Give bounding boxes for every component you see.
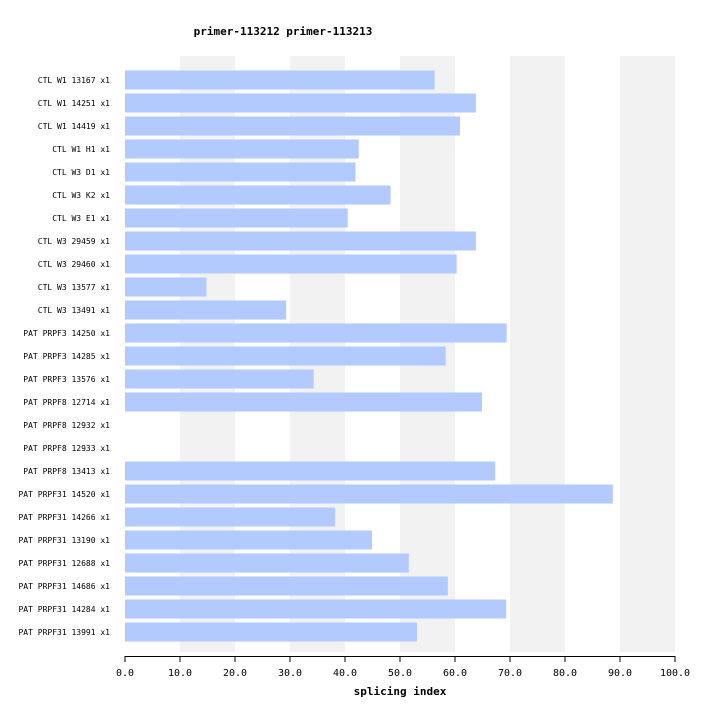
bar xyxy=(125,599,507,619)
bar xyxy=(125,300,287,320)
bar xyxy=(125,622,418,642)
category-labels: CTL W1 13167 x1 CTL W1 14251 x1 CTL W1 144… xyxy=(18,76,110,637)
background-band xyxy=(510,56,565,652)
category-label: PAT PRPF31 12688 x1 xyxy=(18,559,110,568)
bar xyxy=(125,461,496,481)
category-label: CTL W3 E1 x1 xyxy=(52,214,110,223)
category-label: PAT PRPF8 13413 x1 xyxy=(23,467,110,476)
bar xyxy=(125,162,356,182)
bar xyxy=(125,139,359,159)
bar xyxy=(125,346,446,366)
bar xyxy=(125,576,448,596)
bar xyxy=(125,231,476,251)
bar xyxy=(125,553,409,573)
category-label: PAT PRPF31 14284 x1 xyxy=(18,605,110,614)
x-tick-label: 40.0 xyxy=(333,668,357,679)
bar xyxy=(125,116,460,136)
category-label: PAT PRPF31 13991 x1 xyxy=(18,628,110,637)
bar xyxy=(125,208,348,228)
category-label: PAT PRPF31 14520 x1 xyxy=(18,490,110,499)
category-label: CTL W3 29459 x1 xyxy=(38,237,110,246)
category-label: PAT PRPF8 12714 x1 xyxy=(23,398,110,407)
category-label: CTL W3 29460 x1 xyxy=(38,260,110,269)
x-tick-label: 50.0 xyxy=(388,668,412,679)
x-tick-label: 80.0 xyxy=(553,668,577,679)
category-label: CTL W1 13167 x1 xyxy=(38,76,110,85)
category-label: CTL W1 14419 x1 xyxy=(38,122,110,131)
bar xyxy=(125,254,457,274)
bar xyxy=(125,530,372,550)
category-label: PAT PRPF31 13190 x1 xyxy=(18,536,110,545)
category-label: PAT PRPF31 14686 x1 xyxy=(18,582,110,591)
x-tick-label: 70.0 xyxy=(498,668,522,679)
x-tick-label: 100.0 xyxy=(660,668,690,679)
bar xyxy=(125,507,336,527)
x-axis-label: splicing index xyxy=(354,685,447,698)
category-label: CTL W1 14251 x1 xyxy=(38,99,110,108)
bar xyxy=(125,277,207,297)
bar xyxy=(125,70,435,90)
category-label: CTL W3 D1 x1 xyxy=(52,168,110,177)
x-tick-label: 60.0 xyxy=(443,668,467,679)
category-label: PAT PRPF8 12932 x1 xyxy=(23,421,110,430)
bar-series xyxy=(125,70,613,642)
x-tick-label: 30.0 xyxy=(278,668,302,679)
category-label: CTL W3 13491 x1 xyxy=(38,306,110,315)
bar xyxy=(125,484,613,504)
bar xyxy=(125,392,482,412)
bar xyxy=(125,93,476,113)
category-label: CTL W3 K2 x1 xyxy=(52,191,110,200)
category-label: CTL W1 H1 x1 xyxy=(52,145,110,154)
category-label: PAT PRPF8 12933 x1 xyxy=(23,444,110,453)
x-tick-label: 10.0 xyxy=(168,668,192,679)
category-label: PAT PRPF3 13576 x1 xyxy=(23,375,110,384)
background-band xyxy=(620,56,675,652)
x-tick-label: 20.0 xyxy=(223,668,247,679)
bar xyxy=(125,323,507,343)
category-label: PAT PRPF3 14285 x1 xyxy=(23,352,110,361)
category-label: CTL W3 13577 x1 xyxy=(38,283,110,292)
bar xyxy=(125,185,391,205)
x-axis: 0.0 10.0 20.0 30.0 40.0 50.0 60.0 70.0 80.0 90.0 1… xyxy=(116,656,690,679)
x-tick-label: 0.0 xyxy=(116,668,134,679)
category-label: PAT PRPF31 14266 x1 xyxy=(18,513,110,522)
chart-title: primer-113212 primer-113213 xyxy=(194,25,373,38)
bar xyxy=(125,369,314,389)
category-label: PAT PRPF3 14250 x1 xyxy=(23,329,110,338)
x-tick-label: 90.0 xyxy=(608,668,632,679)
